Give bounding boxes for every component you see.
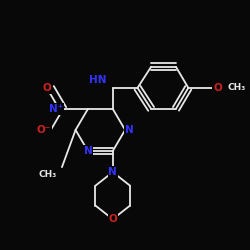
- Text: CH₃: CH₃: [38, 170, 56, 178]
- Text: O: O: [108, 214, 117, 224]
- Text: O⁻: O⁻: [36, 125, 51, 135]
- Text: O: O: [213, 83, 222, 93]
- Text: CH₃: CH₃: [228, 83, 246, 92]
- Text: HN: HN: [89, 75, 106, 85]
- Text: N: N: [108, 167, 117, 177]
- Text: N: N: [84, 146, 92, 156]
- Text: N: N: [125, 125, 134, 135]
- Text: O: O: [42, 83, 51, 93]
- Text: N⁺: N⁺: [49, 104, 63, 114]
